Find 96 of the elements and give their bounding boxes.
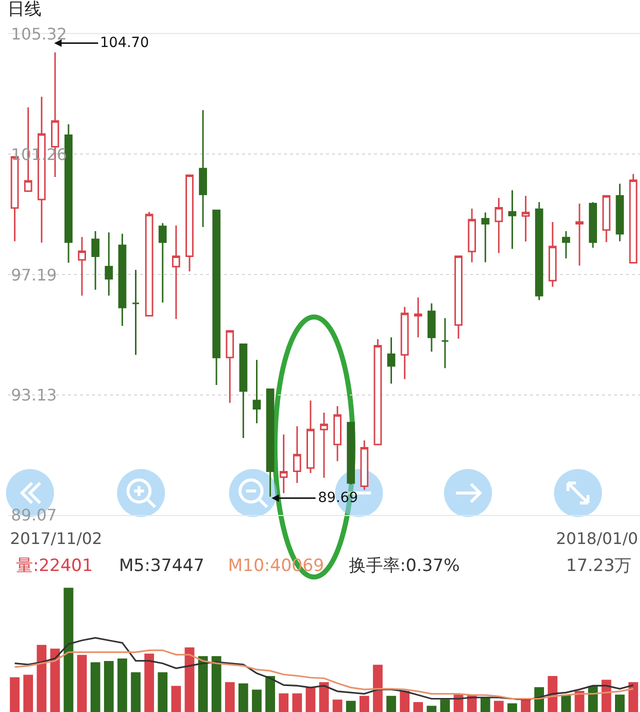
chart-title: 日线: [8, 0, 42, 20]
candlestick: [346, 422, 355, 486]
candlestick: [535, 201, 544, 301]
bar: [278, 693, 288, 712]
candlestick: [428, 302, 436, 352]
bar: [104, 661, 114, 712]
bar: [426, 706, 436, 712]
candlestick: [374, 338, 382, 446]
candlestick: [158, 222, 167, 304]
y-tick-label: 105.32: [11, 24, 67, 44]
bar: [184, 647, 194, 712]
bar: [10, 677, 20, 712]
candlestick: [132, 269, 140, 356]
bar: [494, 700, 504, 712]
candlestick: [185, 174, 194, 272]
text: 2017/11/02: [10, 529, 102, 548]
bar: [265, 676, 276, 712]
bar: [332, 700, 342, 712]
candlestick: [78, 236, 86, 296]
candlestick: [508, 190, 516, 250]
candlestick: [252, 359, 261, 424]
candlestick: [104, 232, 113, 296]
bar: [400, 690, 410, 712]
candlestick: [454, 256, 463, 340]
candlestick: [280, 434, 288, 494]
annotation: 89.69: [318, 490, 358, 506]
y-tick-label: 97.19: [11, 265, 57, 284]
bar: [372, 664, 383, 712]
annotation: 104.70: [100, 35, 149, 51]
candlestick: [266, 388, 274, 498]
candlestick: [562, 230, 570, 260]
bar: [90, 662, 100, 712]
bar: [386, 696, 396, 712]
candlestick: [118, 233, 126, 327]
bar: [117, 658, 128, 712]
bar: [198, 656, 208, 712]
bar: [238, 683, 248, 712]
candlestick: [548, 221, 557, 288]
bar: [360, 696, 370, 712]
candlestick: [387, 336, 396, 384]
bar: [77, 654, 87, 712]
bar: [413, 702, 423, 712]
bar: [346, 700, 356, 712]
bar: [36, 644, 46, 712]
candlestick: [333, 405, 342, 462]
candlestick: [293, 425, 302, 484]
candlestick: [360, 440, 368, 491]
candlestick: [145, 211, 154, 317]
candlestick: [494, 197, 503, 254]
bar: [507, 703, 518, 712]
bar: [158, 672, 168, 712]
text: M5:37447: [119, 556, 204, 576]
bar: [520, 700, 531, 712]
candlestick: [400, 306, 409, 380]
candlestick: [522, 195, 530, 242]
candlestick: [588, 201, 597, 248]
candlestick: [212, 210, 220, 386]
text: 2018/01/0: [556, 529, 638, 548]
candlestick: [629, 173, 638, 264]
candlestick: [91, 230, 100, 290]
bar: [306, 687, 316, 712]
bar: [23, 674, 34, 712]
candlestick: [414, 296, 422, 338]
text: 换手率:0.37%: [349, 556, 460, 576]
bar: [50, 648, 60, 712]
candlestick: [481, 212, 490, 263]
bar: [574, 690, 584, 712]
bar: [440, 700, 450, 712]
candlestick: [226, 330, 234, 404]
candlestick: [198, 109, 208, 228]
candlestick: [64, 124, 73, 264]
bar: [252, 690, 262, 712]
bar: [588, 686, 598, 712]
bar: [144, 654, 154, 712]
bar: [64, 588, 74, 712]
bar: [628, 682, 638, 712]
candlestick: [320, 412, 328, 478]
candlestick: [440, 317, 450, 369]
candlestick: [172, 224, 180, 320]
candlestick: [602, 195, 610, 243]
bar: [614, 694, 625, 712]
candlestick: [306, 400, 315, 474]
bar: [561, 694, 571, 712]
candlestick: [239, 343, 248, 439]
candlestick: [616, 183, 624, 242]
candlestick: [468, 208, 476, 263]
bar: [292, 693, 302, 712]
candlestick: [575, 202, 584, 266]
bar: [225, 682, 235, 712]
text: 17.23万: [566, 556, 632, 576]
bar: [130, 672, 141, 712]
y-tick-label: 93.13: [11, 385, 57, 404]
bar: [212, 656, 222, 712]
bar: [319, 682, 329, 712]
bar: [171, 686, 181, 712]
text: 量:22401: [16, 556, 93, 576]
